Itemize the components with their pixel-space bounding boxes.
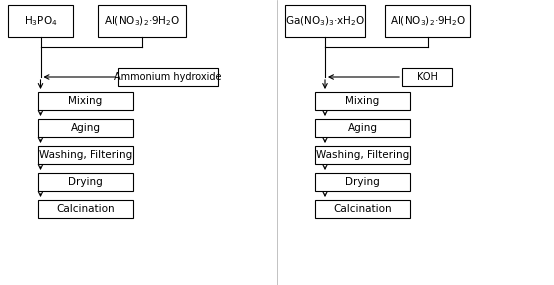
Bar: [38, 200, 133, 218]
Bar: [315, 146, 410, 164]
Bar: [38, 146, 133, 164]
Bar: [315, 173, 410, 191]
Text: Ammonium hydroxide: Ammonium hydroxide: [114, 72, 222, 82]
Text: Washing, Filtering: Washing, Filtering: [39, 150, 132, 160]
Text: H$_3$PO$_4$: H$_3$PO$_4$: [24, 14, 57, 28]
Bar: [38, 173, 133, 191]
Text: Calcination: Calcination: [333, 204, 392, 214]
Text: Drying: Drying: [345, 177, 380, 187]
Bar: [315, 200, 410, 218]
Bar: [385, 5, 470, 37]
Text: Aging: Aging: [347, 123, 377, 133]
Text: Ga(NO$_3$)$_3$·xH$_2$O: Ga(NO$_3$)$_3$·xH$_2$O: [285, 14, 365, 28]
Bar: [38, 92, 133, 110]
Bar: [315, 92, 410, 110]
Text: Washing, Filtering: Washing, Filtering: [316, 150, 409, 160]
Bar: [38, 119, 133, 137]
Text: Calcination: Calcination: [56, 204, 115, 214]
Text: Al(NO$_3$)$_2$·9H$_2$O: Al(NO$_3$)$_2$·9H$_2$O: [104, 14, 180, 28]
Text: Mixing: Mixing: [345, 96, 379, 106]
Bar: [118, 68, 218, 86]
Text: Al(NO$_3$)$_2$·9H$_2$O: Al(NO$_3$)$_2$·9H$_2$O: [389, 14, 465, 28]
Bar: [315, 119, 410, 137]
Text: Mixing: Mixing: [68, 96, 102, 106]
Bar: [98, 5, 186, 37]
Text: Aging: Aging: [70, 123, 100, 133]
Text: Drying: Drying: [68, 177, 103, 187]
Bar: [8, 5, 73, 37]
Bar: [402, 68, 452, 86]
Text: KOH: KOH: [417, 72, 438, 82]
Bar: [285, 5, 365, 37]
